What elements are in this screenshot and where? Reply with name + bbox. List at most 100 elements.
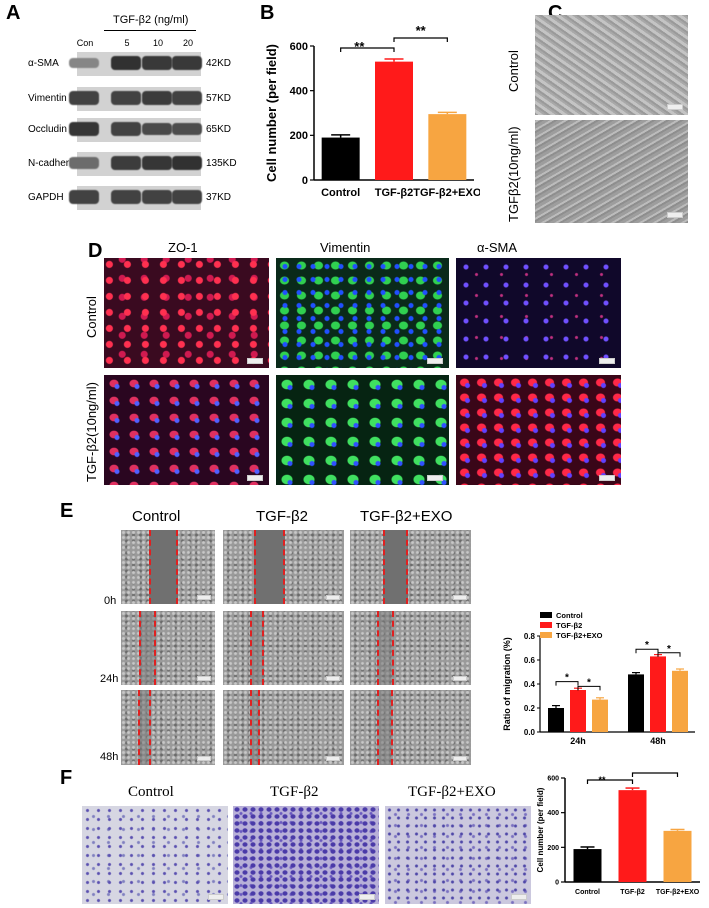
if-zo1-control bbox=[104, 258, 269, 368]
panel-b-label: B bbox=[260, 2, 275, 24]
bar bbox=[570, 690, 586, 732]
protein-label: Occludin bbox=[28, 124, 67, 135]
blot-band bbox=[111, 190, 141, 204]
panel-d-row-control: Control bbox=[84, 296, 99, 338]
significance-label: * bbox=[645, 640, 649, 651]
if-vimentin-control bbox=[276, 258, 449, 368]
legend-swatch bbox=[540, 612, 552, 618]
if-asma-tgf bbox=[456, 375, 621, 485]
wound-image bbox=[223, 611, 344, 685]
scale-bar bbox=[453, 676, 467, 681]
blot-band bbox=[69, 122, 99, 136]
panel-e-row-48h: 48h bbox=[100, 751, 119, 763]
significance-label: ** bbox=[598, 775, 606, 785]
legend-label: TGF-β2+EXO bbox=[556, 631, 603, 640]
blot-band bbox=[142, 91, 172, 105]
protein-size: 135KD bbox=[206, 158, 237, 169]
y-axis-label: Cell number (per field) bbox=[264, 44, 279, 182]
significance-label: ** bbox=[416, 23, 427, 38]
blot-band bbox=[172, 91, 202, 105]
wound-image bbox=[223, 690, 344, 765]
panel-e-col-control: Control bbox=[132, 508, 181, 525]
bar bbox=[573, 849, 602, 882]
blot-band bbox=[69, 190, 99, 204]
legend-swatch bbox=[540, 632, 552, 638]
lane-label: 5 bbox=[124, 38, 130, 48]
scale-bar bbox=[326, 676, 340, 681]
scale-bar bbox=[667, 212, 683, 218]
panel-c-row-label-control: Control bbox=[506, 50, 521, 92]
panel-c-row-label-tgf: TGFβ2(10ng/ml) bbox=[506, 126, 521, 222]
treatment-underline bbox=[104, 30, 196, 31]
y-tick-label: 600 bbox=[290, 41, 308, 53]
y-axis-label: Cell number (per field) bbox=[536, 787, 545, 872]
significance-bracket bbox=[577, 685, 601, 691]
wound-gap bbox=[377, 611, 394, 685]
significance-bracket bbox=[340, 47, 395, 52]
blot-band bbox=[172, 156, 202, 170]
significance-label: ** bbox=[651, 768, 659, 772]
significance-label: * bbox=[565, 673, 569, 684]
significance-bracket bbox=[555, 681, 579, 686]
transwell-tgf bbox=[233, 806, 379, 904]
protein-label: GAPDH bbox=[28, 192, 64, 203]
scale-bar bbox=[197, 676, 211, 681]
x-tick-label: TGF-β2 bbox=[375, 187, 414, 199]
x-tick-label: Control bbox=[575, 889, 600, 896]
y-tick-label: 0.8 bbox=[524, 632, 536, 641]
if-vimentin-tgf bbox=[276, 375, 449, 485]
blot-strip bbox=[69, 152, 202, 176]
bar bbox=[428, 114, 467, 180]
blot-band bbox=[111, 122, 141, 136]
blot-band bbox=[142, 122, 172, 136]
blot-band bbox=[142, 56, 172, 70]
y-tick-label: 0.0 bbox=[524, 728, 536, 737]
legend-swatch bbox=[540, 622, 552, 628]
wound-gap bbox=[139, 611, 156, 685]
wound-gap bbox=[377, 690, 393, 765]
panel-a-label: A bbox=[6, 2, 21, 24]
blot-strip bbox=[69, 87, 202, 111]
y-tick-label: 200 bbox=[290, 130, 308, 142]
blot-band bbox=[172, 56, 202, 70]
significance-bracket bbox=[657, 652, 681, 657]
significance-label: ** bbox=[354, 39, 365, 54]
scale-bar bbox=[197, 756, 211, 761]
significance-label: * bbox=[667, 644, 671, 655]
scale-bar bbox=[599, 475, 615, 481]
wound-gap bbox=[138, 690, 151, 765]
cell-number-chart-b: 0 200 400 600 Control TGF-β2 TGF-β2+EXO Cell nu… bbox=[264, 23, 480, 199]
y-tick-label: 0 bbox=[555, 879, 559, 886]
wound-gap bbox=[383, 530, 409, 604]
x-tick-label: Control bbox=[321, 187, 360, 199]
bar bbox=[628, 674, 644, 732]
bar bbox=[650, 656, 666, 732]
panel-d-label: D bbox=[88, 240, 103, 262]
y-tick-label: 600 bbox=[547, 775, 559, 782]
scale-bar bbox=[247, 475, 263, 481]
wound-gap bbox=[250, 690, 261, 765]
transwell-control bbox=[82, 806, 228, 904]
phase-contrast-tgf bbox=[535, 120, 688, 223]
legend-label: TGF-β2 bbox=[556, 621, 582, 630]
bar bbox=[592, 699, 608, 732]
blot-band bbox=[69, 91, 99, 105]
wound-image bbox=[121, 530, 215, 604]
y-tick-label: 400 bbox=[547, 810, 559, 817]
cell-number-chart-f: 0 200 400 600 Control TGF-β2 TGF-β2+EXO Cell nu… bbox=[536, 768, 700, 896]
y-tick-label: 200 bbox=[547, 845, 559, 852]
bar bbox=[321, 137, 360, 180]
y-tick-label: 0.6 bbox=[524, 656, 536, 665]
blot-strip bbox=[69, 118, 202, 142]
wound-image bbox=[223, 530, 344, 604]
panel-e-row-0h: 0h bbox=[104, 595, 117, 607]
scale-bar bbox=[427, 475, 443, 481]
panel-f-col-control: Control bbox=[128, 784, 174, 800]
blot-band bbox=[172, 122, 202, 136]
significance-bracket bbox=[635, 648, 659, 654]
scale-bar bbox=[326, 756, 340, 761]
significance-bracket bbox=[631, 772, 679, 777]
legend-label: Control bbox=[556, 611, 583, 620]
scale-bar bbox=[511, 894, 527, 900]
protein-size: 42KD bbox=[206, 58, 232, 69]
